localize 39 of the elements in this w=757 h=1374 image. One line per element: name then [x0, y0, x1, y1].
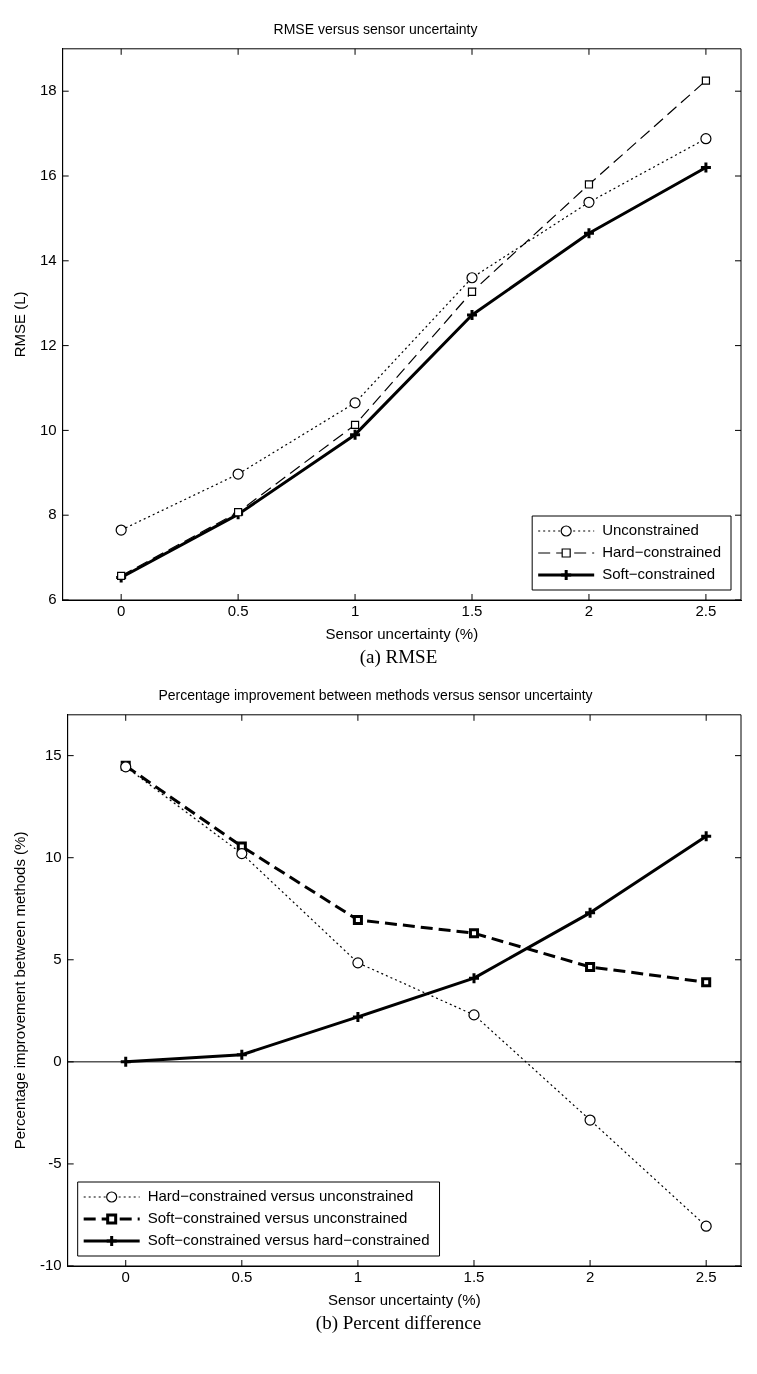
y-tick-label: -10: [39, 1256, 62, 1274]
x-tick-label: 1.5: [461, 602, 483, 620]
legend-label: Soft−constrained versus hard−constrained: [147, 1231, 430, 1249]
y-tick-label: 12: [40, 335, 57, 353]
y-tick-label: 18: [40, 81, 57, 99]
x-tick-label: 0.5: [227, 602, 249, 620]
x-axis-title: Sensor uncertainty (%): [325, 625, 479, 643]
x-tick-label: 0: [116, 602, 126, 620]
legend-label: Hard−constrained versus unconstrained: [147, 1187, 414, 1205]
y-tick-label: 16: [40, 166, 57, 184]
y-tick-label: 15: [44, 745, 62, 763]
x-tick-label: 0.5: [231, 1268, 253, 1286]
text: (b) Percent difference: [314, 1312, 483, 1335]
y-axis-title: Percentage improvement between methods (%): [11, 831, 29, 1150]
y-tick-label: 0: [53, 1051, 62, 1069]
y-tick-label: 14: [40, 250, 57, 268]
y-tick-label: -5: [48, 1154, 62, 1172]
y-tick-label: 6: [48, 590, 57, 608]
x-tick-label: 0: [121, 1268, 130, 1286]
x-tick-label: 1: [350, 602, 360, 620]
y-tick-label: 8: [48, 505, 57, 523]
x-tick-label: 2: [584, 602, 594, 620]
x-axis-title: Sensor uncertainty (%): [328, 1291, 481, 1309]
y-tick-label: 10: [44, 847, 62, 865]
legend-label: Unconstrained: [602, 521, 699, 539]
chart-title: Percentage improvement between methods versus sensor uncertainty: [158, 687, 593, 704]
x-tick-label: 1.5: [463, 1268, 485, 1286]
legend-label: Hard−constrained: [602, 543, 722, 561]
x-tick-label: 1: [353, 1268, 363, 1286]
y-tick-label: 10: [40, 420, 57, 438]
x-tick-label: 2: [585, 1268, 595, 1286]
legend-label: Soft−constrained: [602, 565, 716, 583]
text: (a) RMSE: [358, 646, 439, 669]
x-tick-label: 2.5: [695, 1268, 717, 1286]
y-tick-label: 5: [53, 949, 62, 967]
x-tick-label: 2.5: [695, 602, 717, 620]
y-axis-title: RMSE (L): [11, 291, 29, 358]
legend-label: Soft−constrained versus unconstrained: [147, 1209, 408, 1227]
chart-title: RMSE versus sensor uncertainty: [273, 21, 478, 38]
